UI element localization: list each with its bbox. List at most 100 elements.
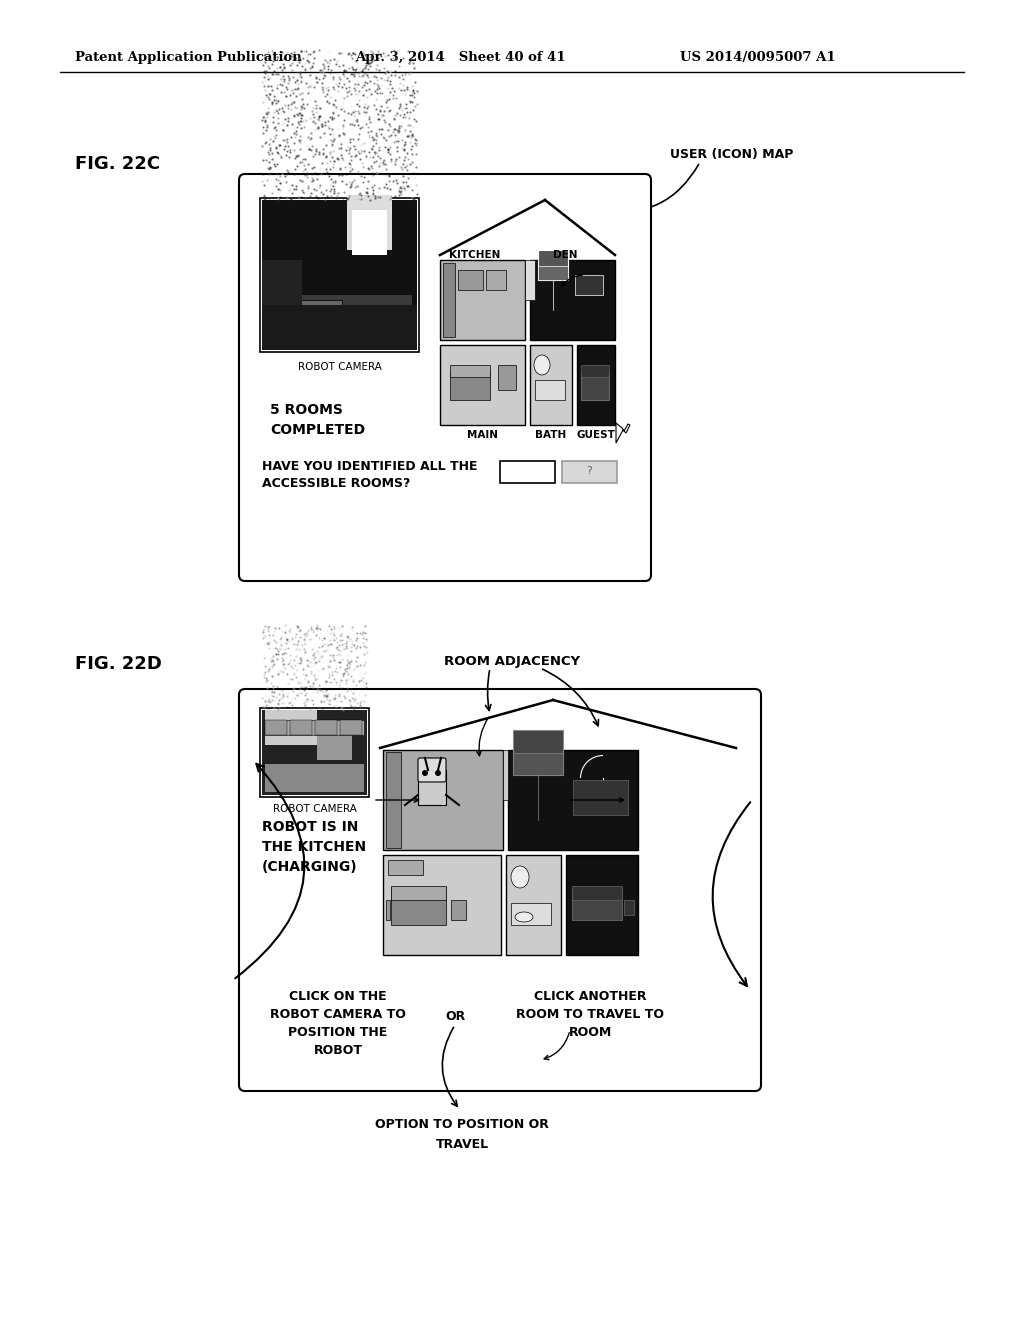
- Bar: [535, 380, 565, 400]
- FancyBboxPatch shape: [239, 689, 761, 1092]
- Text: (CHARGING): (CHARGING): [262, 861, 357, 874]
- Bar: [486, 271, 506, 290]
- Bar: [265, 719, 287, 735]
- FancyArrowPatch shape: [713, 803, 751, 986]
- Bar: [513, 730, 563, 775]
- Bar: [451, 900, 466, 920]
- Bar: [575, 275, 603, 294]
- FancyArrowPatch shape: [543, 669, 598, 726]
- Bar: [265, 764, 364, 792]
- Bar: [572, 886, 622, 900]
- FancyBboxPatch shape: [239, 174, 651, 581]
- Text: ROOM TO TRAVEL TO: ROOM TO TRAVEL TO: [516, 1008, 664, 1020]
- Bar: [260, 708, 369, 797]
- Text: ROBOT CAMERA: ROBOT CAMERA: [298, 362, 381, 372]
- Bar: [581, 366, 609, 378]
- Bar: [290, 719, 312, 735]
- Bar: [391, 887, 446, 925]
- Ellipse shape: [511, 866, 529, 888]
- FancyArrowPatch shape: [544, 1032, 569, 1060]
- Text: ACCESSIBLE ROOMS?: ACCESSIBLE ROOMS?: [262, 477, 411, 490]
- Bar: [391, 886, 446, 900]
- Bar: [581, 372, 609, 400]
- Text: ROBOT CAMERA: ROBOT CAMERA: [272, 804, 356, 814]
- Bar: [262, 305, 417, 350]
- Bar: [498, 366, 516, 389]
- Bar: [508, 750, 638, 850]
- Bar: [383, 855, 501, 954]
- FancyArrowPatch shape: [236, 764, 304, 978]
- Bar: [388, 861, 423, 875]
- Bar: [265, 719, 364, 735]
- Bar: [506, 855, 561, 954]
- Text: BATH: BATH: [536, 430, 566, 440]
- Bar: [458, 271, 483, 290]
- Ellipse shape: [534, 355, 550, 375]
- Bar: [317, 719, 352, 760]
- Bar: [282, 300, 342, 330]
- Bar: [282, 300, 342, 315]
- FancyArrowPatch shape: [442, 1027, 457, 1106]
- Bar: [573, 780, 628, 814]
- Text: HAVE YOU IDENTIFIED ALL THE: HAVE YOU IDENTIFIED ALL THE: [262, 459, 477, 473]
- Bar: [443, 263, 455, 337]
- Bar: [577, 345, 615, 425]
- Text: POSITION THE: POSITION THE: [289, 1026, 388, 1039]
- Text: ROBOT CAMERA TO: ROBOT CAMERA TO: [270, 1008, 406, 1020]
- Bar: [566, 855, 638, 954]
- Text: 5 ROOMS
COMPLETED: 5 ROOMS COMPLETED: [270, 403, 366, 437]
- Text: USER (ICON) MAP: USER (ICON) MAP: [670, 148, 794, 161]
- Text: KITCHEN: KITCHEN: [450, 249, 501, 260]
- Ellipse shape: [515, 912, 534, 921]
- Bar: [265, 710, 317, 744]
- Bar: [525, 260, 535, 300]
- Text: FIG. 22D: FIG. 22D: [75, 655, 162, 673]
- Text: CLICK ANOTHER: CLICK ANOTHER: [534, 990, 646, 1003]
- Bar: [260, 198, 419, 352]
- FancyArrowPatch shape: [570, 797, 624, 803]
- Bar: [386, 752, 401, 847]
- Bar: [503, 750, 508, 800]
- FancyArrowPatch shape: [476, 717, 488, 756]
- Text: THE KITCHEN: THE KITCHEN: [262, 840, 367, 854]
- Bar: [340, 719, 362, 735]
- Bar: [562, 461, 617, 483]
- Text: Patent Application Publication: Patent Application Publication: [75, 50, 302, 63]
- Text: ROBOT: ROBOT: [313, 1044, 362, 1057]
- Bar: [267, 294, 412, 345]
- Text: MAIN: MAIN: [467, 430, 498, 440]
- Text: FIG. 22C: FIG. 22C: [75, 154, 160, 173]
- Bar: [513, 752, 563, 775]
- Text: ROOM: ROOM: [568, 1026, 611, 1039]
- Polygon shape: [616, 422, 630, 444]
- Text: GUEST: GUEST: [577, 430, 615, 440]
- Bar: [386, 900, 390, 920]
- Bar: [347, 195, 392, 249]
- Text: ROBOT IS IN: ROBOT IS IN: [262, 820, 358, 834]
- Bar: [530, 345, 572, 425]
- Bar: [440, 345, 525, 425]
- Text: ?: ?: [586, 466, 592, 477]
- Text: Apr. 3, 2014   Sheet 40 of 41: Apr. 3, 2014 Sheet 40 of 41: [355, 50, 565, 63]
- Bar: [383, 750, 503, 850]
- Bar: [262, 260, 302, 305]
- FancyArrowPatch shape: [562, 275, 583, 286]
- Text: ROOM ADJACENCY: ROOM ADJACENCY: [444, 655, 580, 668]
- Bar: [624, 900, 634, 915]
- Bar: [530, 260, 615, 341]
- Bar: [500, 461, 555, 483]
- FancyArrowPatch shape: [606, 165, 698, 214]
- FancyArrowPatch shape: [376, 797, 419, 803]
- Bar: [511, 903, 551, 925]
- FancyBboxPatch shape: [418, 758, 446, 781]
- Circle shape: [435, 770, 441, 776]
- Bar: [315, 719, 337, 735]
- Text: OPTION TO POSITION OR: OPTION TO POSITION OR: [375, 1118, 549, 1131]
- Bar: [440, 260, 525, 341]
- Bar: [262, 201, 417, 350]
- Text: DEN: DEN: [553, 249, 578, 260]
- Text: TRAVEL: TRAVEL: [435, 1138, 488, 1151]
- Bar: [352, 210, 387, 255]
- Circle shape: [422, 770, 428, 776]
- Bar: [572, 890, 622, 920]
